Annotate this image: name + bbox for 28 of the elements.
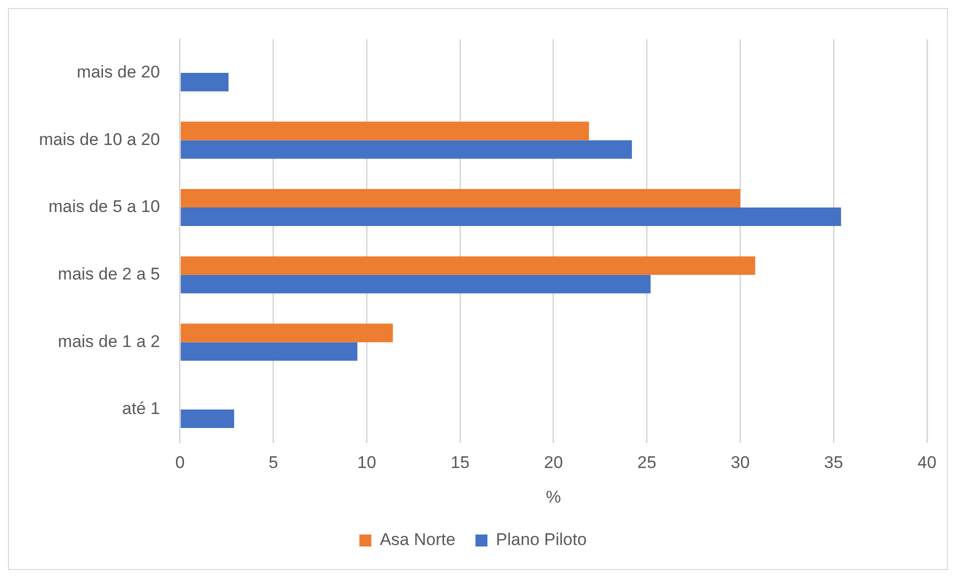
y-tick-label: mais de 2 a 5 <box>58 264 160 284</box>
x-tick-label: 10 <box>357 453 376 472</box>
x-axis-title: % <box>546 487 562 506</box>
x-tick-label: 30 <box>730 453 750 472</box>
x-tick-label: 5 <box>268 453 278 472</box>
bar <box>180 256 756 275</box>
bar <box>180 324 393 342</box>
y-tick-label: mais de 20 <box>76 62 160 82</box>
legend-label: Plano Piloto <box>496 530 587 550</box>
y-tick-label: até 1 <box>122 399 160 418</box>
bar <box>180 189 740 208</box>
x-tick-label: 20 <box>544 453 563 472</box>
x-tick-label: 15 <box>450 453 470 472</box>
y-tick-label: mais de 1 a 2 <box>58 332 160 351</box>
bar <box>180 122 589 140</box>
x-tick-label: 25 <box>637 453 656 472</box>
x-tick-label: 35 <box>824 453 844 472</box>
y-tick-label: mais de 10 a 20 <box>39 130 160 149</box>
bar <box>180 208 842 226</box>
x-tick-label: 40 <box>918 453 936 472</box>
bar <box>180 140 632 159</box>
bar <box>180 274 651 294</box>
bar <box>180 72 229 92</box>
bar <box>180 410 234 428</box>
legend-label: Asa Norte <box>380 530 456 550</box>
x-tick-label: 0 <box>175 453 185 472</box>
bar <box>180 342 358 361</box>
y-tick-label: mais de 5 a 10 <box>48 197 160 216</box>
